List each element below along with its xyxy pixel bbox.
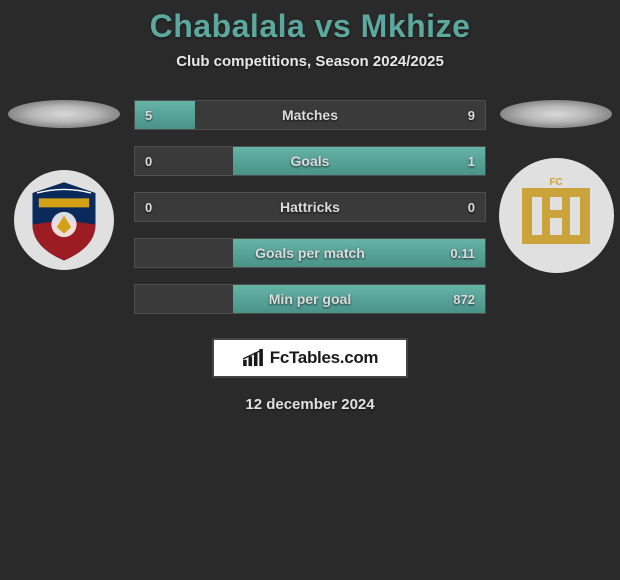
date-text: 12 december 2024	[0, 396, 620, 413]
player-left-column	[4, 100, 124, 270]
stat-row: 5Matches9	[134, 100, 486, 130]
bar-fill-right	[233, 285, 485, 313]
stat-value-right: 9	[468, 101, 475, 129]
stats-bars: 5Matches90Goals10Hattricks0Goals per mat…	[124, 100, 496, 314]
team-right-badge: FC	[499, 158, 614, 273]
stat-label: Hattricks	[135, 193, 485, 221]
chippa-shield-icon	[19, 175, 109, 265]
stat-value-right: 1	[468, 147, 475, 175]
stat-row: Goals per match0.11	[134, 238, 486, 268]
bar-fill-right	[233, 239, 485, 267]
stat-value-left: 0	[145, 193, 152, 221]
stat-row: 0Hattricks0	[134, 192, 486, 222]
bar-fill-right	[233, 147, 485, 175]
player-left-placeholder	[8, 100, 120, 128]
comparison-content: 5Matches90Goals10Hattricks0Goals per mat…	[0, 100, 620, 314]
svg-text:FC: FC	[549, 177, 562, 188]
stat-row: 0Goals1	[134, 146, 486, 176]
page-title: Chabalala vs Mkhize	[0, 8, 620, 45]
stat-value-left: 0	[145, 147, 152, 175]
header: Chabalala vs Mkhize Club competitions, S…	[0, 0, 620, 70]
stat-row: Min per goal872	[134, 284, 486, 314]
stat-value-right: 0.11	[450, 239, 475, 267]
cape-town-city-icon: FC	[506, 166, 606, 266]
stat-value-left: 5	[145, 101, 152, 129]
brand-attribution[interactable]: FcTables.com	[212, 338, 409, 378]
bar-fill-left	[135, 101, 195, 129]
stat-value-right: 0	[468, 193, 475, 221]
footer: FcTables.com 12 december 2024	[0, 338, 620, 413]
player-right-placeholder	[500, 100, 612, 128]
player-right-column: FC	[496, 100, 616, 273]
bar-chart-icon	[242, 349, 264, 367]
brand-text: FcTables.com	[270, 348, 379, 368]
stat-value-right: 872	[453, 285, 475, 313]
subtitle: Club competitions, Season 2024/2025	[0, 53, 620, 70]
team-left-badge	[14, 170, 114, 270]
